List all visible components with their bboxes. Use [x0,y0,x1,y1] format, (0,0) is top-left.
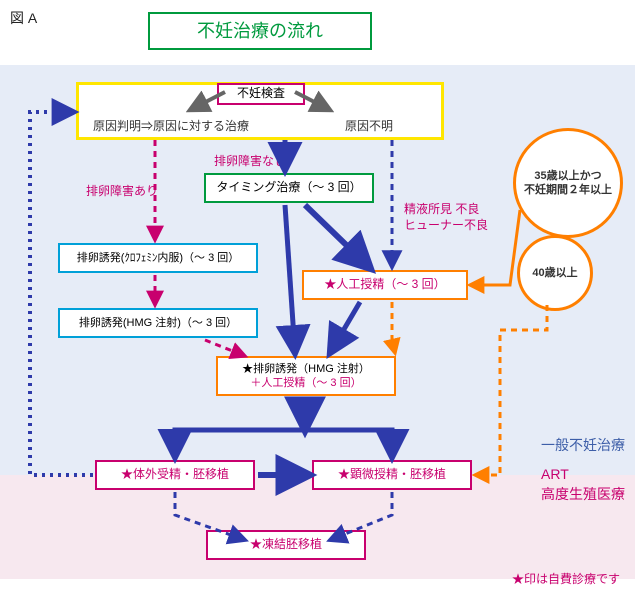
circle-40: 40歳以上 [517,235,593,311]
title-box: 不妊治療の流れ [148,12,372,50]
hmg-aih-line2: ＋人工授精（～ 3 回） [250,376,361,390]
node-ivf-text: ★体外受精・胚移植 [121,467,229,483]
hmg-aih-line1: ★排卵誘発（HMG 注射） [242,362,370,376]
flowchart-canvas: 図 A 不妊治療の流れ 不妊検査 原因判明⇒原因に対する治療 原因不明 タイミン… [0,0,635,591]
node-fet-text: ★凍結胚移植 [250,537,322,553]
side-label-general: 一般不妊治療 [541,435,625,455]
node-clomiphene: 排卵誘発(ｸﾛﾌｪﾐﾝ内服)（～ 3 回） [58,243,258,273]
lower-background [0,475,635,579]
node-exam-tag: 不妊検査 [217,83,305,105]
side-label-art: ART 高度生殖医療 [541,465,625,504]
node-ivf: ★体外受精・胚移植 [95,460,255,490]
node-exam: 不妊検査 原因判明⇒原因に対する治療 原因不明 [76,82,444,140]
label-has-ovulation: 排卵障害あり [86,182,158,199]
node-fet: ★凍結胚移植 [206,530,366,560]
side-label-art1: ART [541,466,569,482]
node-hmg-aih: ★排卵誘発（HMG 注射） ＋人工授精（～ 3 回） [216,356,396,396]
node-hmg: 排卵誘発(HMG 注射)（～ 3 回） [58,308,258,338]
label-sperm1: 精液所見 不良 [404,200,479,217]
node-icsi-text: ★顕微授精・胚移植 [338,467,446,483]
footnote: ★印は自費診療です [512,570,620,587]
side-label-art2: 高度生殖医療 [541,486,625,502]
node-timing: タイミング治療（～ 3 回） [204,173,374,203]
figure-label: 図 A [10,8,37,28]
exam-left-text: 原因判明⇒原因に対する治療 [93,119,249,135]
label-sperm2: ヒューナー不良 [404,216,488,233]
node-icsi: ★顕微授精・胚移植 [312,460,472,490]
label-no-ovulation: 排卵障害なし [214,152,286,169]
node-aih: ★人工授精（～ 3 回） [302,270,468,300]
exam-right-text: 原因不明 [345,119,393,135]
circle-35: 35歳以上かつ 不妊期間２年以上 [513,128,623,238]
node-aih-text: ★人工授精（～ 3 回） [324,277,445,293]
